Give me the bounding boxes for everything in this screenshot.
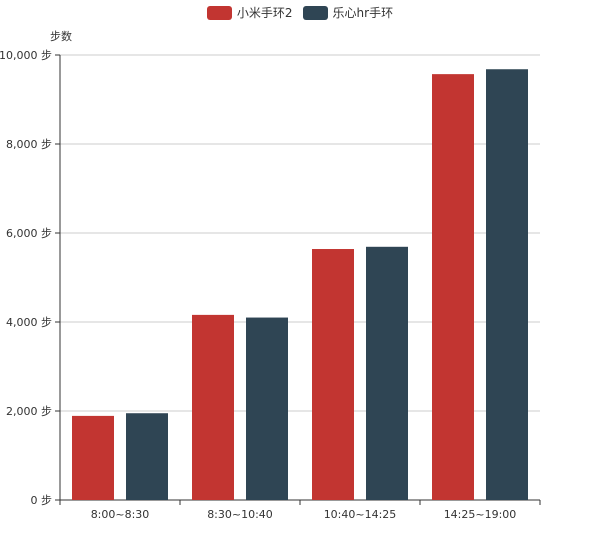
- y-tick-label: 8,000 步: [6, 138, 52, 151]
- bar-0-2[interactable]: [312, 249, 354, 500]
- x-tick-label: 14:25~19:00: [444, 508, 517, 521]
- x-tick-label: 8:00~8:30: [91, 508, 150, 521]
- bar-1-3[interactable]: [486, 69, 528, 501]
- y-tick-label: 2,000 步: [6, 405, 52, 418]
- legend-swatch: [302, 5, 328, 20]
- bar-0-3[interactable]: [432, 74, 474, 500]
- y-tick-label: 0 步: [31, 494, 53, 507]
- y-tick-label: 4,000 步: [6, 316, 52, 329]
- x-tick-label: 10:40~14:25: [324, 508, 397, 521]
- y-tick-label: 6,000 步: [6, 227, 52, 240]
- y-axis-label: 步数: [50, 30, 72, 43]
- bar-1-0[interactable]: [126, 413, 168, 500]
- bar-1-2[interactable]: [366, 246, 408, 500]
- bar-1-1[interactable]: [246, 317, 288, 500]
- bar-0-1[interactable]: [192, 314, 234, 500]
- x-tick-label: 8:30~10:40: [207, 508, 273, 521]
- legend-item-0[interactable]: 小米手环2: [206, 4, 293, 21]
- legend-item-1[interactable]: 乐心hr手环: [302, 4, 394, 21]
- bar-0-0[interactable]: [72, 415, 114, 500]
- legend: 小米手环2 乐心hr手环: [0, 4, 600, 21]
- legend-label: 小米手环2: [236, 6, 293, 20]
- legend-label: 乐心hr手环: [332, 6, 394, 20]
- legend-swatch: [206, 5, 232, 20]
- y-tick-label: 10,000 步: [0, 49, 52, 62]
